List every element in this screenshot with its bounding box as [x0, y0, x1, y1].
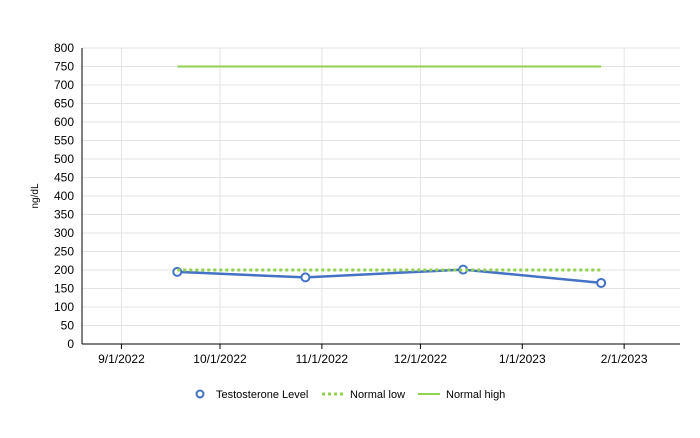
y-tick-label: 800 — [54, 41, 74, 55]
y-tick-label: 50 — [61, 319, 75, 333]
y-axis-title: ng/dL — [30, 183, 41, 208]
y-tick-label: 700 — [54, 78, 74, 92]
y-tick-label: 750 — [54, 60, 74, 74]
y-tick-label: 300 — [54, 226, 74, 240]
y-tick-label: 650 — [54, 97, 74, 111]
series-layer — [172, 65, 607, 288]
x-tick-label: 11/1/2022 — [296, 352, 349, 366]
y-tick-label: 550 — [54, 134, 74, 148]
y-tick-label: 500 — [54, 152, 74, 166]
y-tick-label: 600 — [54, 115, 74, 129]
y-tick-label: 250 — [54, 245, 74, 259]
x-tick-label: 10/1/2022 — [193, 352, 247, 366]
x-tick-label: 1/1/2023 — [499, 352, 546, 366]
legend-label: Normal high — [446, 389, 505, 401]
y-tick-label: 400 — [54, 189, 74, 203]
data-point — [300, 272, 311, 283]
y-tick-label: 450 — [54, 171, 74, 185]
y-tick-label: 350 — [54, 208, 74, 222]
series-line-0 — [177, 268, 602, 285]
x-tick-label: 9/1/2022 — [98, 352, 145, 366]
legend-label: Testosterone Level — [216, 389, 308, 401]
x-tick-label: 12/1/2022 — [394, 352, 448, 366]
legend-marker-circle — [195, 389, 205, 399]
legend: Testosterone Level Normal low Normal high — [195, 389, 505, 401]
legend-label: Normal low — [350, 389, 405, 401]
data-point — [596, 277, 607, 288]
x-tick-label: 2/1/2023 — [601, 352, 648, 366]
y-tick-label: 100 — [54, 300, 74, 314]
axis-layer: 0 50 100 150 200 250 300 350 400 450 500 550 600 650 7… — [54, 41, 680, 366]
grid-layer — [82, 47, 680, 344]
y-tick-label: 200 — [54, 263, 74, 277]
y-tick-label: 0 — [67, 337, 74, 351]
y-tick-label: 150 — [54, 282, 74, 296]
